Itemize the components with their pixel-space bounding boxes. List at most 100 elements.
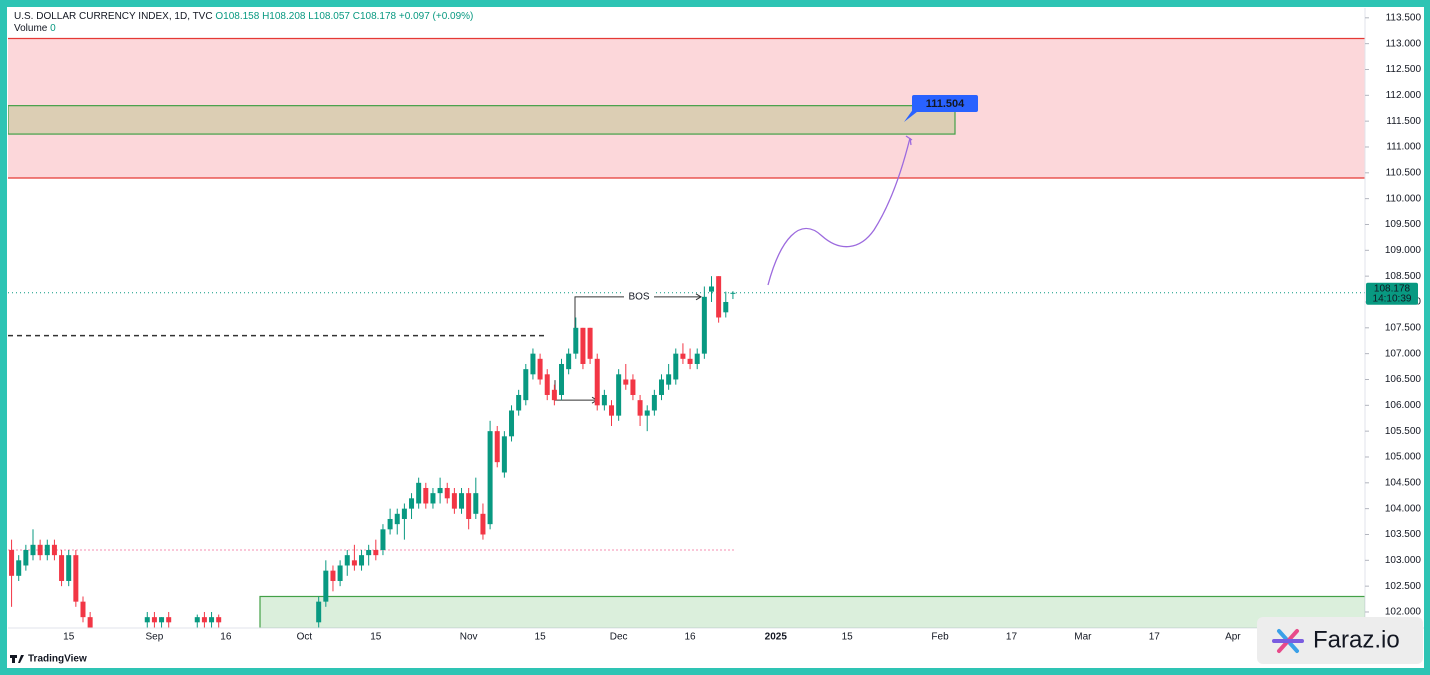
target-flag-label: 111.504 bbox=[926, 98, 965, 110]
x-tick-label: Oct bbox=[297, 632, 313, 643]
candle-body bbox=[516, 394, 522, 411]
header-line: U.S. DOLLAR CURRENCY INDEX, 1D, TVC O108… bbox=[14, 11, 473, 22]
candle-body bbox=[16, 560, 22, 576]
candle-body bbox=[323, 570, 329, 602]
candle-body bbox=[316, 601, 322, 623]
candle-body bbox=[687, 358, 693, 364]
candle-body bbox=[680, 353, 686, 359]
supply-zone bbox=[8, 38, 1365, 178]
candle-body bbox=[151, 617, 157, 623]
candle-body bbox=[694, 353, 700, 364]
candle-body bbox=[337, 565, 343, 581]
candle-body bbox=[523, 369, 529, 401]
candle-body bbox=[701, 296, 707, 354]
y-tick-label: 113.000 bbox=[1386, 38, 1422, 49]
y-tick-label: 112.500 bbox=[1386, 64, 1422, 75]
y-tick-label: 107.000 bbox=[1385, 348, 1422, 359]
watermark: Faraz.io bbox=[1257, 617, 1423, 664]
candle-body bbox=[9, 549, 15, 576]
y-tick-label: 102.000 bbox=[1385, 607, 1422, 618]
chart-header: U.S. DOLLAR CURRENCY INDEX, 1D, TVC O108… bbox=[14, 11, 473, 34]
chart-title: U.S. DOLLAR CURRENCY INDEX, 1D, TVC bbox=[14, 11, 213, 22]
candle-body bbox=[723, 301, 729, 313]
candle-body bbox=[487, 431, 493, 525]
candle-body bbox=[430, 493, 436, 504]
candle-body bbox=[451, 493, 457, 509]
x-tick-label: Apr bbox=[1225, 632, 1241, 643]
candle-body bbox=[366, 549, 372, 556]
target-box bbox=[8, 105, 956, 135]
y-tick-label: 110.500 bbox=[1386, 167, 1422, 178]
candle-body bbox=[159, 617, 165, 623]
candle-body bbox=[673, 353, 679, 380]
candle-body bbox=[537, 358, 543, 380]
candle-body bbox=[201, 617, 207, 623]
candle-body bbox=[44, 544, 50, 556]
candle-body bbox=[387, 518, 393, 530]
candle-body bbox=[480, 513, 486, 535]
header-close: C108.178 bbox=[353, 11, 397, 22]
candle-body bbox=[423, 487, 429, 504]
candle-body bbox=[601, 394, 607, 406]
candle-body bbox=[637, 400, 643, 416]
candle-body bbox=[716, 276, 722, 318]
y-tick-label: 105.500 bbox=[1385, 426, 1422, 437]
candle-body bbox=[66, 555, 72, 581]
candle-body bbox=[216, 617, 222, 623]
candle-body bbox=[80, 601, 86, 618]
y-tick-label: 105.000 bbox=[1385, 452, 1422, 463]
candle-body bbox=[51, 544, 57, 556]
candle-body bbox=[416, 482, 422, 504]
y-tick-label: 111.000 bbox=[1386, 142, 1421, 153]
countdown-label: 14:10:39 bbox=[1373, 293, 1412, 304]
x-tick-label: Mar bbox=[1074, 632, 1092, 643]
x-tick-label: 15 bbox=[370, 632, 382, 643]
y-tick-label: 104.000 bbox=[1385, 503, 1422, 514]
x-tick-label: Feb bbox=[931, 632, 949, 643]
candle-body bbox=[551, 389, 557, 401]
candle-body bbox=[730, 292, 736, 294]
y-tick-label: 110.000 bbox=[1386, 193, 1422, 204]
x-tick-label: 2025 bbox=[765, 632, 788, 643]
bos-label-bg bbox=[624, 289, 654, 304]
candle-body bbox=[651, 394, 657, 411]
candle-body bbox=[630, 379, 636, 395]
candle-body bbox=[351, 560, 357, 566]
x-tick-label: 17 bbox=[1149, 632, 1161, 643]
y-tick-label: 109.500 bbox=[1385, 219, 1422, 230]
last-price-tag bbox=[1366, 282, 1418, 305]
candle-body bbox=[444, 487, 450, 499]
volume-value: 0 bbox=[50, 23, 56, 34]
candle-body bbox=[573, 327, 579, 354]
x-tick-label: 15 bbox=[842, 632, 854, 643]
candle-body bbox=[37, 544, 43, 556]
candle-body bbox=[466, 493, 472, 519]
y-tick-label: 108.500 bbox=[1385, 271, 1422, 282]
candle-body bbox=[473, 493, 479, 514]
candle-body bbox=[544, 374, 550, 395]
y-tick-label: 107.500 bbox=[1385, 322, 1422, 333]
tradingview-logo: TradingView bbox=[10, 654, 87, 665]
candle-body bbox=[166, 617, 172, 623]
header-open: O108.158 bbox=[215, 11, 259, 22]
candle-body bbox=[380, 529, 386, 550]
demand-zone bbox=[259, 595, 1365, 628]
y-tick-label: 104.500 bbox=[1385, 477, 1422, 488]
target-flag bbox=[912, 95, 978, 112]
y-tick-label: 106.000 bbox=[1385, 400, 1422, 411]
candle-body bbox=[659, 379, 665, 395]
candle-body bbox=[23, 549, 29, 566]
y-tick-label: 103.500 bbox=[1385, 529, 1422, 540]
candle-body bbox=[401, 508, 407, 519]
candle-body bbox=[194, 617, 200, 623]
y-tick-label: 112.000 bbox=[1386, 90, 1422, 101]
panel bbox=[7, 7, 1424, 668]
candle-body bbox=[494, 431, 500, 463]
candle-body bbox=[30, 544, 36, 556]
candle-body bbox=[623, 379, 629, 385]
x-tick-label: 17 bbox=[1006, 632, 1018, 643]
candle-body bbox=[359, 555, 365, 566]
x-tick-label: Nov bbox=[460, 632, 478, 643]
candle-body bbox=[587, 327, 593, 359]
